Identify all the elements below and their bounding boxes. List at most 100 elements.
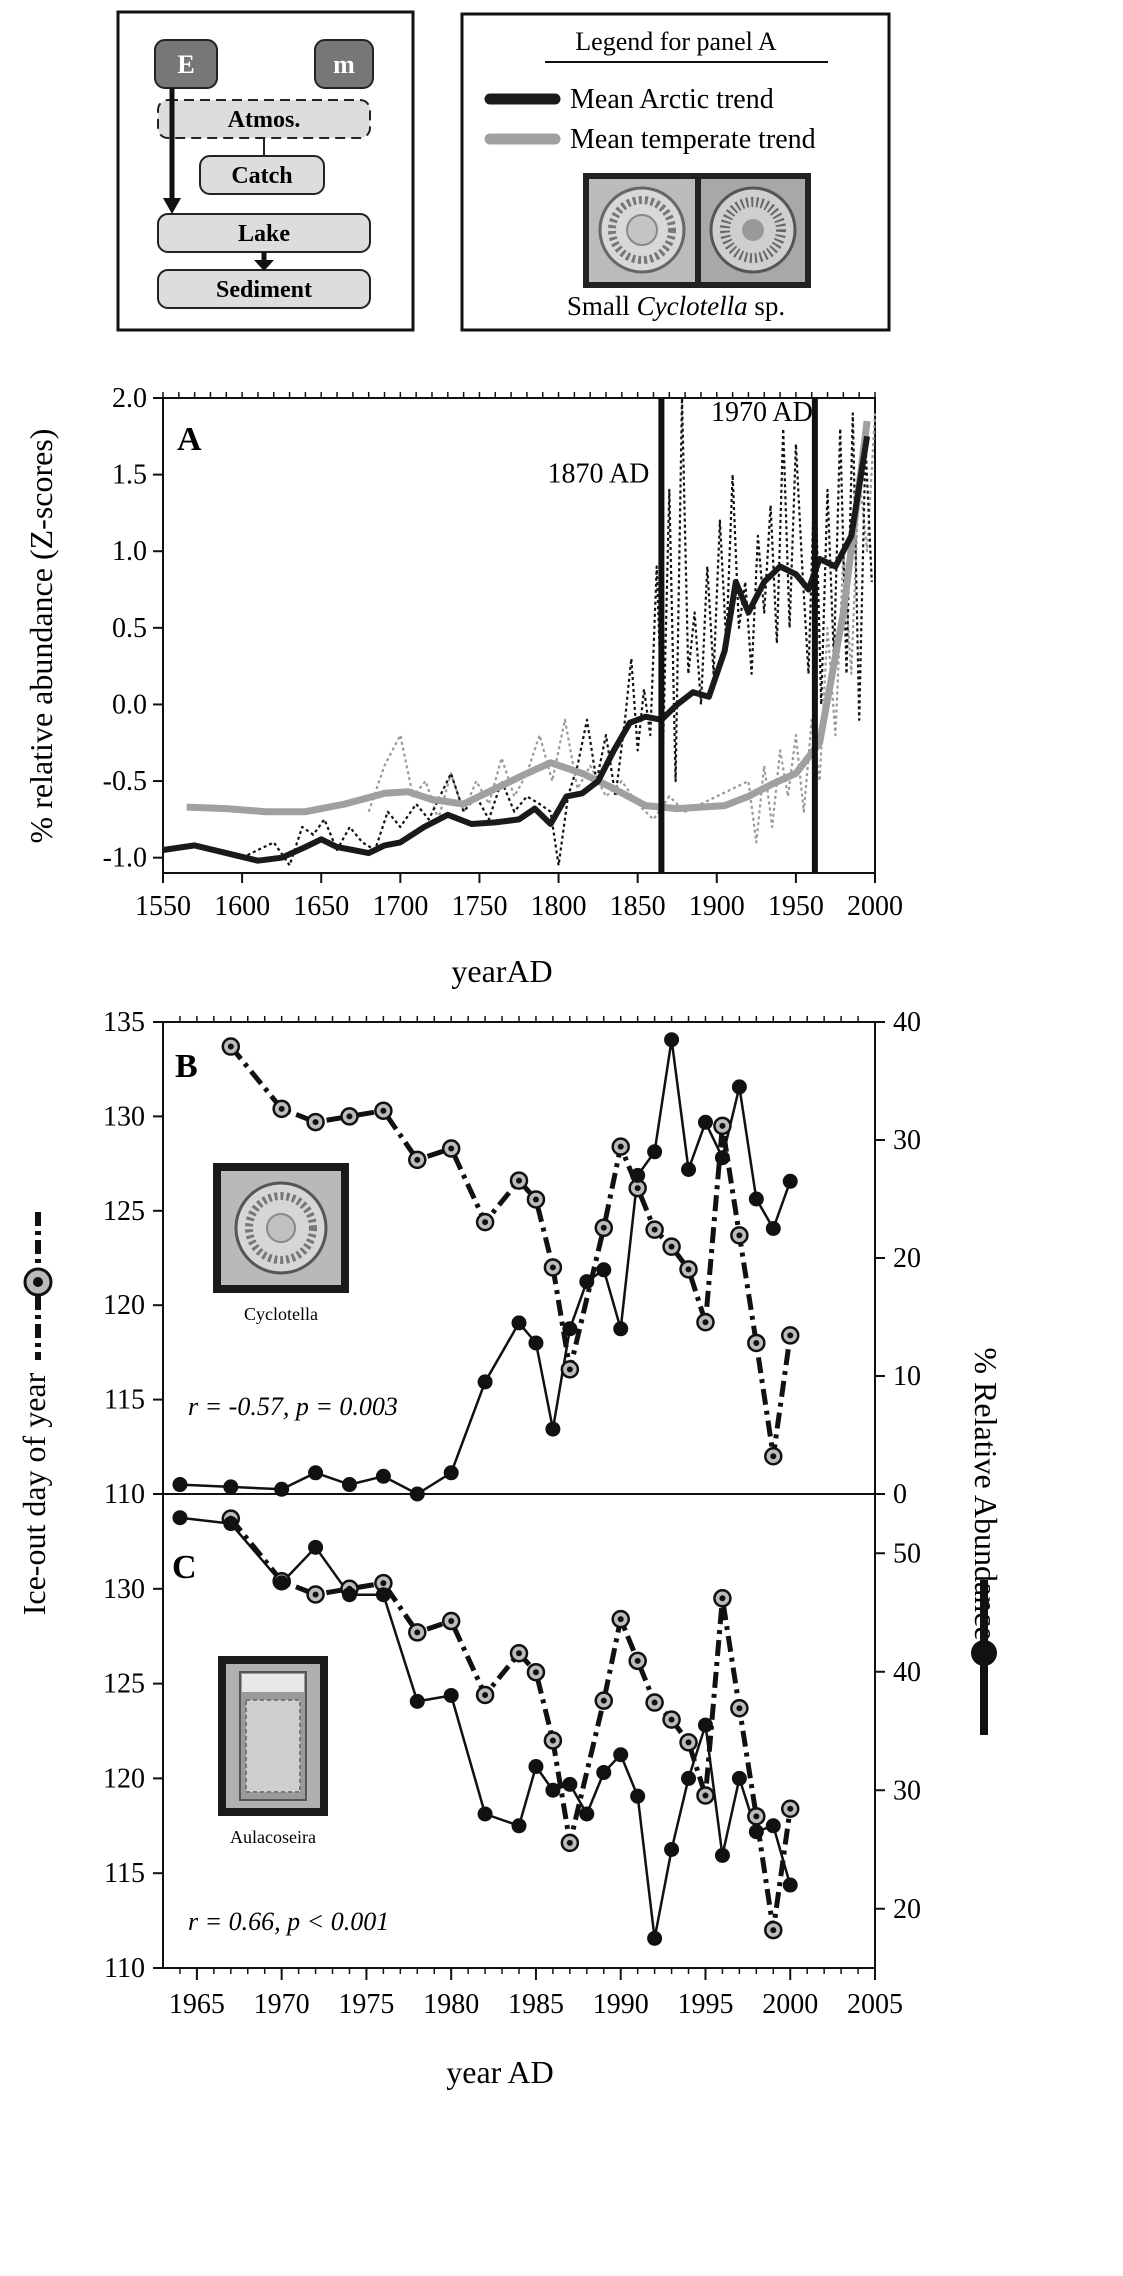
cyclotella-inset-label: Cyclotella: [244, 1304, 318, 1324]
panel-c-abundance-point: [409, 1693, 425, 1709]
panel-a-ytick-label: 1.0: [112, 536, 147, 567]
panel-c-ice-out-point-center: [719, 1595, 726, 1602]
panel-c-ice-out-point-center: [312, 1591, 319, 1598]
panel-b-stats: r = -0.57, p = 0.003: [188, 1392, 398, 1421]
panel-b-ice-out-point-center: [719, 1122, 726, 1129]
panel-c-xtick-label: 1990: [593, 1989, 649, 2020]
panel-b-abundance-point: [545, 1421, 561, 1437]
panel-c-left-tick-label: 130: [103, 1574, 145, 1605]
emission-node: [154, 39, 218, 89]
panel-c-abundance-point: [443, 1687, 459, 1703]
panel-c-abundance-point: [375, 1587, 391, 1603]
panel-c-ice-out-point-center: [600, 1697, 607, 1704]
panel-b-ice-out-point-center: [516, 1177, 522, 1184]
panel-a-ylabel: % relative abundance (Z-scores): [23, 429, 59, 844]
panel-b-ice-out-point-center: [600, 1224, 607, 1231]
panel-c-abundance-point: [748, 1824, 764, 1840]
panel-c-abundance-point: [562, 1776, 578, 1792]
panel-c-ice-out-point-center: [651, 1699, 658, 1706]
panel-b-ice-out-point-center: [482, 1219, 489, 1226]
panel-c-left-tick-label: 125: [103, 1669, 145, 1700]
panel-b-right-tick-label: 0: [893, 1479, 907, 1510]
panel-b-left-tick-label: 130: [103, 1101, 145, 1132]
panel-c-ice-out-point-center: [634, 1657, 641, 1664]
panel-c-abundance-point: [681, 1770, 697, 1786]
panel-b-abundance-point: [223, 1479, 239, 1495]
panel-b-ice-out-point-center: [634, 1185, 641, 1192]
panel-b-right-tick-label: 20: [893, 1243, 921, 1274]
panel-b-right-tick-label: 30: [893, 1125, 921, 1156]
panel-b-ice-out-point-center: [753, 1339, 760, 1346]
atmos-node-label: Atmos.: [228, 107, 301, 133]
event-label: 1970 AD: [711, 397, 813, 428]
panel-a-xtick-label: 1550: [135, 891, 191, 922]
legend-title: Legend for panel A: [575, 27, 777, 56]
panel-b-ice-out-point-center: [787, 1332, 794, 1339]
panel-b-ice-out-point-center: [346, 1113, 353, 1120]
catch-node-label: Catch: [231, 163, 292, 189]
m-node-label: m: [333, 50, 355, 79]
ice-out-axis-label: Ice-out day of year: [16, 1372, 52, 1615]
panel-b-abundance-point: [443, 1465, 459, 1481]
panel-c-abundance-point: [545, 1782, 561, 1798]
panel-c-abundance-point: [223, 1516, 239, 1532]
panel-b-left-tick-label: 115: [104, 1385, 145, 1416]
panel-a-letter: A: [177, 421, 202, 458]
panel-b-abundance-point: [647, 1144, 663, 1160]
panel-c-abundance-point: [477, 1806, 493, 1822]
panel-c-abundance-point: [731, 1770, 747, 1786]
panel-c-ice-out-point-center: [380, 1580, 387, 1587]
panel-c-abundance-point: [613, 1747, 629, 1763]
panel-b-left-tick-label: 125: [103, 1196, 145, 1227]
series-mean-temperate-trend: [186, 420, 871, 816]
catch-node: [199, 155, 325, 195]
panel-bc-chart: 110 115 120 125 130 135 0 10 20 30 40 110 115 120 125 1…: [16, 1007, 1004, 2090]
panel-b-abundance-point: [528, 1335, 544, 1351]
panel-b-right-tick-label: 10: [893, 1361, 921, 1392]
panel-c-ice-out-point-center: [414, 1629, 421, 1636]
panel-b-abundance-point: [630, 1167, 646, 1183]
panel-b-ice-out-point-center: [312, 1119, 319, 1126]
panel-c-right-tick-label: 40: [893, 1657, 921, 1688]
panel-b-abundance-point: [375, 1468, 391, 1484]
panel-c-abundance-point: [528, 1759, 544, 1775]
panel-b-ice-out-point-center: [702, 1319, 709, 1326]
panel-b-abundance-point: [511, 1315, 527, 1331]
panel-b-ice-out-point-center: [770, 1453, 777, 1460]
panel-b-abundance-point: [681, 1162, 697, 1177]
panel-b-abundance-point: [409, 1486, 425, 1502]
panel-a-frame: [162, 397, 876, 874]
panel-a-xlabel: yearAD: [451, 953, 552, 989]
panel-b-right-tick-label: 40: [893, 1007, 921, 1038]
panel-c-xtick-label: 1995: [677, 1989, 733, 2020]
panel-c-ice-out-point-center: [787, 1805, 794, 1812]
panel-c-ice-out-point-center: [685, 1739, 692, 1746]
panel-a-ytick-label: 2.0: [112, 383, 147, 414]
panel-a-ytick-label: 0.0: [112, 689, 147, 720]
panel-c-abundance-point: [172, 1510, 188, 1526]
panel-b-ice-out-point-center: [227, 1043, 234, 1050]
panel-a-ytick-label: -1.0: [103, 843, 147, 874]
panel-b-ice-out-point-center: [278, 1105, 285, 1112]
panel-c-ice-out-point-center: [448, 1618, 455, 1625]
panel-c-stats: r = 0.66, p < 0.001: [188, 1907, 389, 1936]
panel-c-xtick-label: 2000: [762, 1989, 818, 2020]
panel-c-abundance-point: [308, 1539, 324, 1555]
panel-b-ice-out-point-center: [414, 1156, 421, 1163]
m-node: [314, 39, 374, 89]
panel-a-chart: A 1870 AD 1970 AD 1550 1600 1650 1700 1750 180…: [23, 383, 903, 989]
panel-c-xtick-label: 1985: [508, 1989, 564, 2020]
panel-b-abundance-point: [664, 1032, 680, 1048]
panel-a-xtick-label: 1600: [214, 891, 270, 922]
panel-c-abundance-point: [596, 1764, 612, 1780]
arctic-legend-label: Mean Arctic trend: [570, 84, 774, 115]
panel-a-xtick-label: 1850: [610, 891, 666, 922]
panel-a-xtick-label: 1950: [768, 891, 824, 922]
panel-c-abundance-point: [697, 1717, 713, 1733]
panel-a-xtick-label: 1650: [293, 891, 349, 922]
panel-b-ice-out-point-center: [380, 1107, 387, 1114]
panel-a-ytick-label: 1.5: [112, 460, 147, 491]
panel-c-xtick-label: 1975: [338, 1989, 394, 2020]
flow-diagram: E m Atmos. Catch Lake Sediment: [116, 10, 415, 332]
